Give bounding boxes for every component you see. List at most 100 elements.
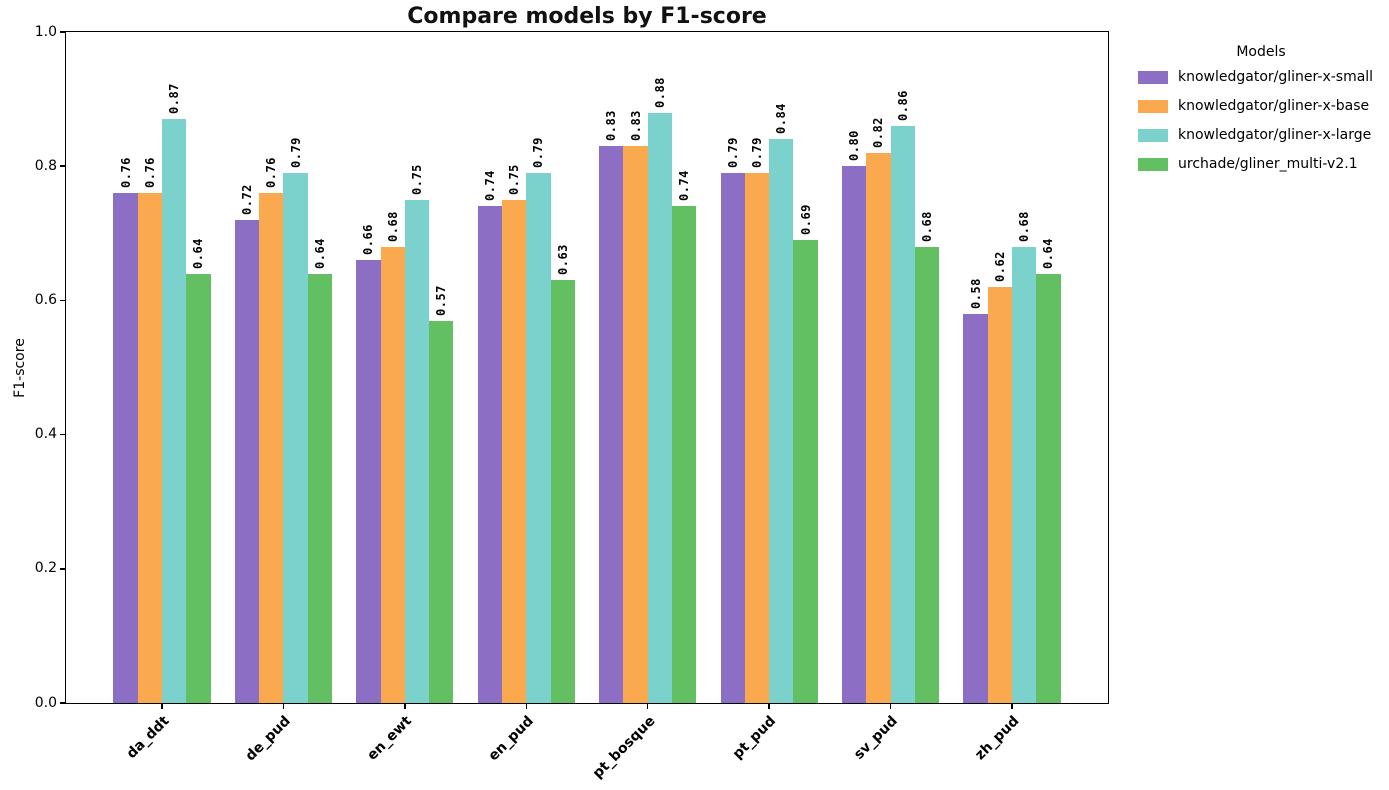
bar-value-label: 0.84 [774, 103, 789, 135]
bar-value-label: 0.76 [118, 157, 133, 189]
x-tick-label: da_ddt [123, 713, 173, 762]
legend-items: knowledgator/gliner-x-small knowledgator/… [1138, 69, 1384, 172]
x-tick [889, 704, 892, 709]
bar-value-label: 0.64 [1041, 237, 1056, 269]
legend-label: knowledgator/gliner-x-small [1178, 69, 1374, 85]
legend-swatch [1138, 128, 1168, 142]
x-tick-label: pt_bosque [589, 713, 659, 782]
legend-item: knowledgator/gliner-x-small [1138, 69, 1384, 85]
x-tick [1011, 704, 1013, 709]
bar [599, 146, 624, 703]
bar-value-label: 0.80 [847, 130, 862, 162]
x-tick [525, 704, 528, 709]
legend-item: knowledgator/gliner-x-large [1138, 127, 1384, 143]
bar [744, 172, 770, 703]
legend-swatch [1138, 99, 1168, 113]
bar-value-label: 0.88 [652, 76, 667, 108]
x-tick [161, 704, 163, 709]
bar [1036, 273, 1061, 703]
bar-value-label: 0.64 [312, 237, 327, 269]
bar-value-label: 0.68 [385, 210, 400, 242]
x-tick [646, 704, 649, 709]
legend-swatch [1138, 157, 1168, 171]
legend-label: knowledgator/gliner-x-large [1178, 127, 1372, 143]
x-tick-label: sv_pud [851, 713, 901, 763]
bar-value-label: 0.82 [871, 116, 886, 148]
legend-label: urchade/gliner_multi-v2.1 [1178, 156, 1358, 172]
bar-value-label: 0.66 [361, 224, 376, 256]
legend-title: Models [1236, 44, 1286, 60]
bar [793, 240, 818, 703]
legend-label: knowledgator/gliner-x-base [1178, 98, 1370, 114]
bar [866, 152, 891, 703]
bar-value-label: 0.57 [434, 284, 449, 316]
bar [550, 280, 575, 703]
bar [259, 193, 284, 703]
y-tick-label: 0.4 [34, 426, 57, 443]
bar-value-label: 0.64 [191, 237, 206, 269]
bar [137, 193, 162, 703]
x-tick [282, 704, 285, 709]
bar [429, 320, 454, 703]
bar [356, 260, 381, 703]
bar [501, 199, 527, 703]
bar-value-label: 0.68 [920, 210, 935, 242]
bar [307, 273, 332, 703]
bar-value-label: 0.72 [239, 183, 254, 215]
y-axis-label: F1-score [12, 337, 28, 398]
bar [161, 119, 187, 703]
bar [404, 199, 430, 703]
bar [526, 172, 551, 703]
bar [647, 112, 672, 703]
x-tick-label: pt_pud [730, 713, 780, 763]
bar-value-label: 0.75 [409, 163, 424, 195]
bar [186, 273, 211, 703]
bar [672, 206, 697, 703]
y-tick [60, 31, 65, 33]
bar-value-label: 0.58 [968, 277, 983, 309]
bar-value-label: 0.76 [142, 157, 157, 189]
bar-value-label: 0.63 [555, 244, 570, 276]
y-tick [60, 568, 65, 570]
bar-value-label: 0.79 [531, 137, 546, 168]
y-tick [60, 433, 65, 436]
y-tick-label: 0.8 [34, 157, 57, 174]
bar [769, 139, 794, 703]
bar-value-label: 0.69 [798, 204, 813, 235]
bar-value-label: 0.83 [604, 110, 619, 142]
bar [380, 246, 405, 703]
bar [963, 313, 988, 703]
bar-value-label: 0.74 [677, 170, 692, 202]
bar-value-label: 0.62 [992, 251, 1007, 282]
y-tick [60, 165, 65, 167]
legend-item: knowledgator/gliner-x-base [1138, 98, 1384, 114]
legend: Models knowledgator/gliner-x-small knowle… [1138, 44, 1384, 186]
bar-value-label: 0.86 [895, 90, 910, 121]
y-tick-label: 0.0 [34, 694, 57, 711]
x-tick [768, 704, 770, 709]
bar [914, 246, 940, 703]
x-tick-label: en_ewt [364, 713, 416, 764]
bar [234, 219, 260, 703]
x-tick [404, 704, 406, 709]
bar [283, 172, 308, 703]
plot-frame [65, 31, 1109, 704]
bar-value-label: 0.68 [1017, 210, 1032, 242]
bar [1012, 246, 1037, 703]
bar-value-label: 0.79 [725, 137, 740, 168]
bar [477, 206, 502, 703]
bar [720, 172, 745, 703]
bar [987, 286, 1013, 703]
y-tick-label: 1.0 [34, 23, 57, 40]
bar-value-label: 0.83 [628, 110, 643, 142]
bar [113, 193, 138, 703]
bar-value-label: 0.87 [167, 83, 182, 115]
chart-title: Compare models by F1-score [407, 4, 767, 29]
bar-value-label: 0.75 [507, 163, 522, 195]
bar-value-label: 0.76 [264, 157, 279, 189]
y-tick-label: 0.2 [34, 560, 57, 577]
bar-value-label: 0.74 [482, 170, 497, 202]
bar [623, 146, 648, 703]
y-tick [60, 299, 65, 302]
